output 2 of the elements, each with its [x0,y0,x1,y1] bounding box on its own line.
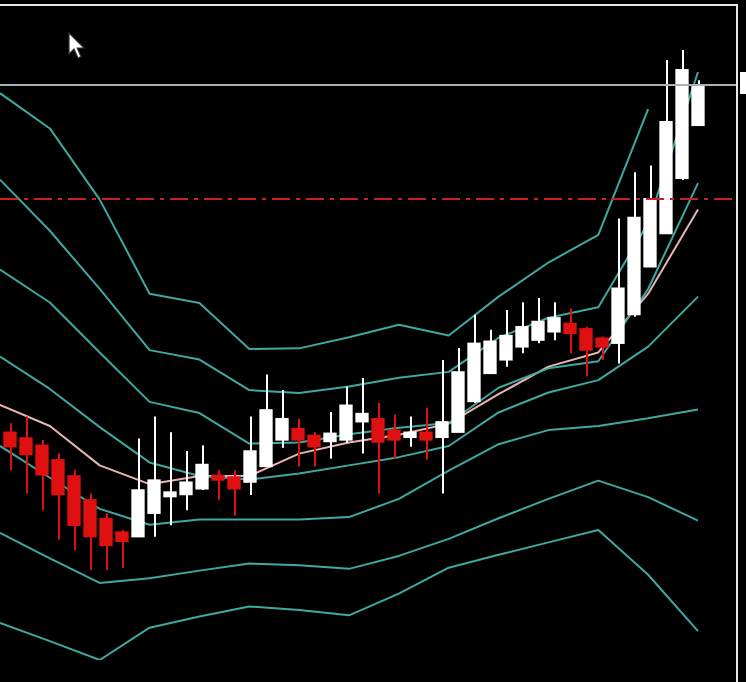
candlestick [419,406,433,461]
candlestick [403,415,417,448]
